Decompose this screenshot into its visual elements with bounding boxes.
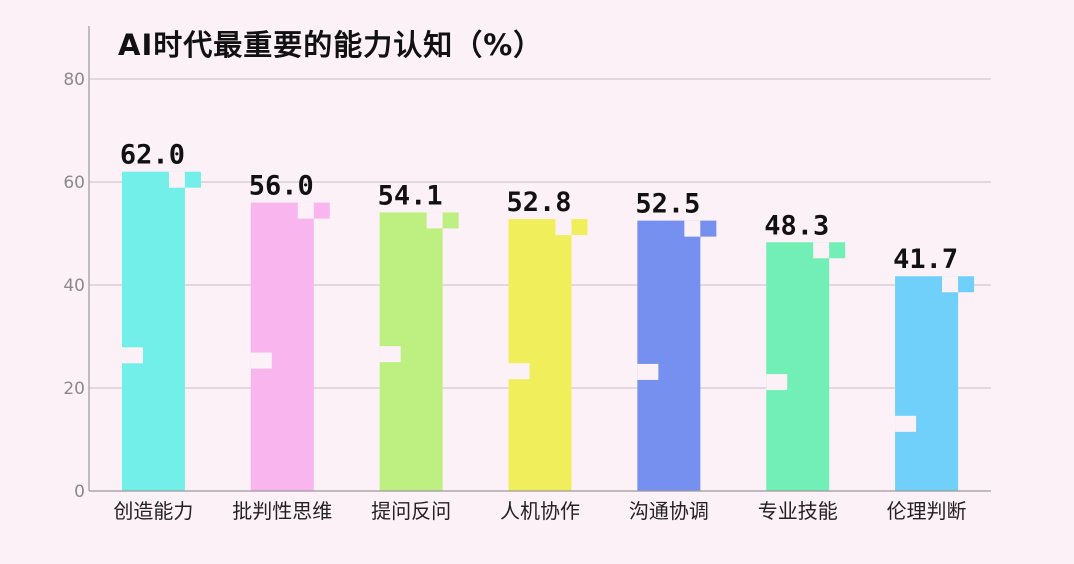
bar-side-notch (508, 363, 530, 380)
bar-pixel-block (958, 276, 975, 293)
bar (637, 220, 701, 491)
y-tick-label: 40 (63, 276, 85, 296)
bar (766, 242, 830, 491)
bar-side-notch (766, 374, 788, 391)
bar-side-notch (637, 363, 659, 380)
category-label: 提问反问 (371, 499, 451, 523)
bar (250, 202, 314, 491)
bar-corner-notch (813, 242, 830, 259)
bar (508, 219, 572, 491)
category-label: 专业技能 (758, 499, 838, 523)
category-label: 沟通协调 (629, 499, 709, 523)
bar-pixel-block (829, 242, 846, 259)
value-label: 52.5 (635, 189, 700, 220)
y-tick-label: 60 (63, 173, 85, 193)
y-tick-label: 20 (63, 379, 85, 399)
bar-side-notch (895, 415, 917, 432)
x-axis: 创造能力 批判性思维 提问反问 人机协作 沟通协调 专业技能 伦理判断 (89, 490, 991, 523)
bars: 62.0 56.0 54.1 52.8 52.5 48.3 41.7 (120, 140, 975, 491)
y-axis: 0 20 40 60 80 (63, 26, 90, 502)
bar (121, 171, 185, 491)
bar-pixel-block (571, 219, 588, 236)
bar-side-notch (250, 352, 272, 369)
bar-pixel-block (700, 220, 717, 237)
bar (895, 276, 959, 491)
value-label: 56.0 (249, 171, 314, 202)
bar-side-notch (121, 347, 143, 364)
category-label: 伦理判断 (887, 499, 967, 523)
bar-pixel-block (442, 212, 459, 229)
category-label: 批判性思维 (232, 499, 332, 523)
y-tick-label: 80 (63, 70, 85, 90)
y-tick-label: 0 (74, 482, 85, 502)
bar-corner-notch (555, 219, 572, 236)
value-label: 41.7 (893, 244, 958, 275)
bar-corner-notch (168, 171, 185, 188)
value-label: 52.8 (507, 187, 572, 218)
bar-pixel-block (184, 171, 201, 188)
bar-corner-notch (297, 202, 314, 219)
bar-corner-notch (942, 276, 959, 293)
bar-side-notch (379, 346, 401, 363)
bar-pixel-block (313, 202, 330, 219)
bar-corner-notch (426, 212, 443, 229)
bar-corner-notch (684, 220, 701, 237)
chart-title: AI时代最重要的能力认知（%） (118, 28, 544, 62)
value-label: 54.1 (378, 180, 443, 211)
value-label: 62.0 (120, 140, 185, 171)
value-label: 48.3 (764, 210, 829, 241)
category-label: 创造能力 (113, 499, 193, 523)
category-label: 人机协作 (500, 499, 580, 523)
